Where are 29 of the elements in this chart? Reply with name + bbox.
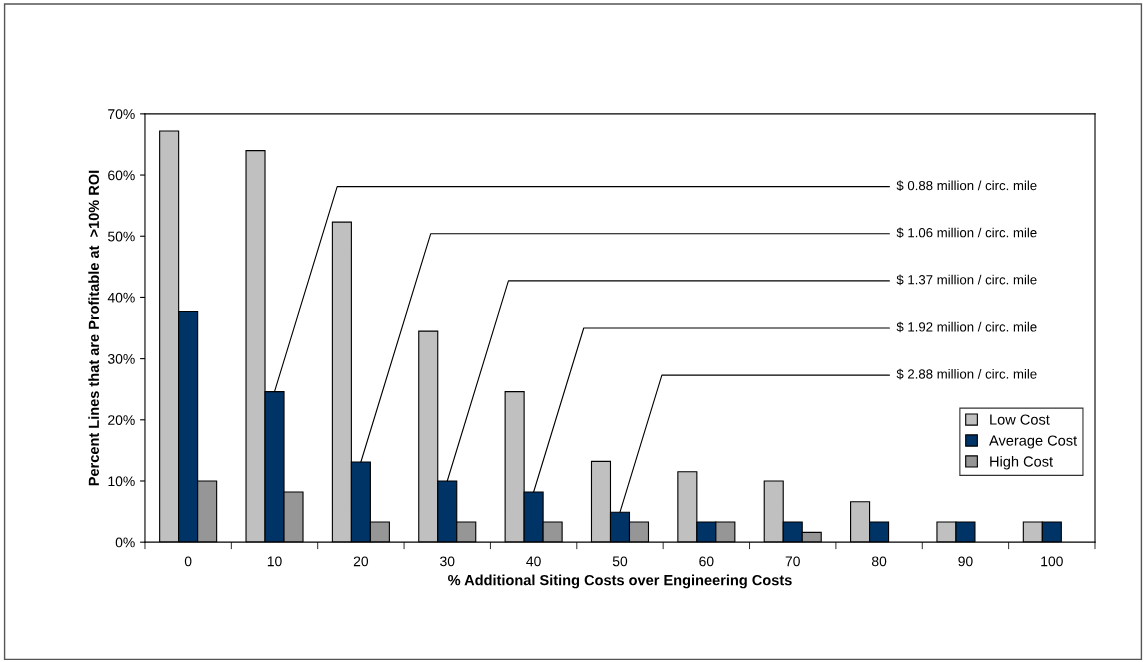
y-tick-label: 30% (107, 353, 135, 364)
annotation: $ 1.37 million / circ. mile (896, 274, 1037, 286)
x-tick-label: 40 (526, 556, 541, 567)
y-tick-label: 60% (108, 170, 135, 181)
x-tick-label: 10 (267, 556, 282, 567)
x-tick-label: 20 (353, 556, 369, 567)
annotation: $ 1.06 million / circ. mile (896, 227, 1037, 239)
x-tick-label: 50 (612, 556, 628, 567)
legend-label: Low Cost (990, 414, 1050, 425)
y-axis-title: Percent Lines that are Profitable at >10% ROI (88, 170, 100, 486)
x-tick-label: 100 (1041, 556, 1063, 567)
x-tick-label: 80 (871, 556, 887, 567)
x-tick-label: 60 (699, 556, 714, 567)
y-tick-label: 0% (115, 537, 135, 548)
annotation: $ 0.88 million / circ. mile (896, 180, 1037, 191)
y-tick-label: 20% (108, 415, 135, 425)
y-tick-label: 70% (108, 109, 135, 120)
annotation: $ 2.88 million / circ. mile (896, 368, 1037, 380)
y-tick-label: 40% (107, 292, 135, 303)
y-tick-label: 50% (108, 231, 135, 242)
x-tick-label: 0 (184, 556, 192, 567)
x-tick-label: 90 (958, 556, 973, 567)
x-tick-label: 70 (785, 556, 800, 567)
legend-label: Average Cost (989, 435, 1078, 449)
x-axis-title: % Additional Siting Costs over Engineering Costs (448, 574, 792, 589)
legend-label: High Cost (990, 455, 1053, 470)
annotation: $ 1.92 million / circ. mile (896, 321, 1037, 333)
x-tick-label: 30 (440, 556, 455, 567)
y-tick-label: 10% (108, 476, 135, 487)
